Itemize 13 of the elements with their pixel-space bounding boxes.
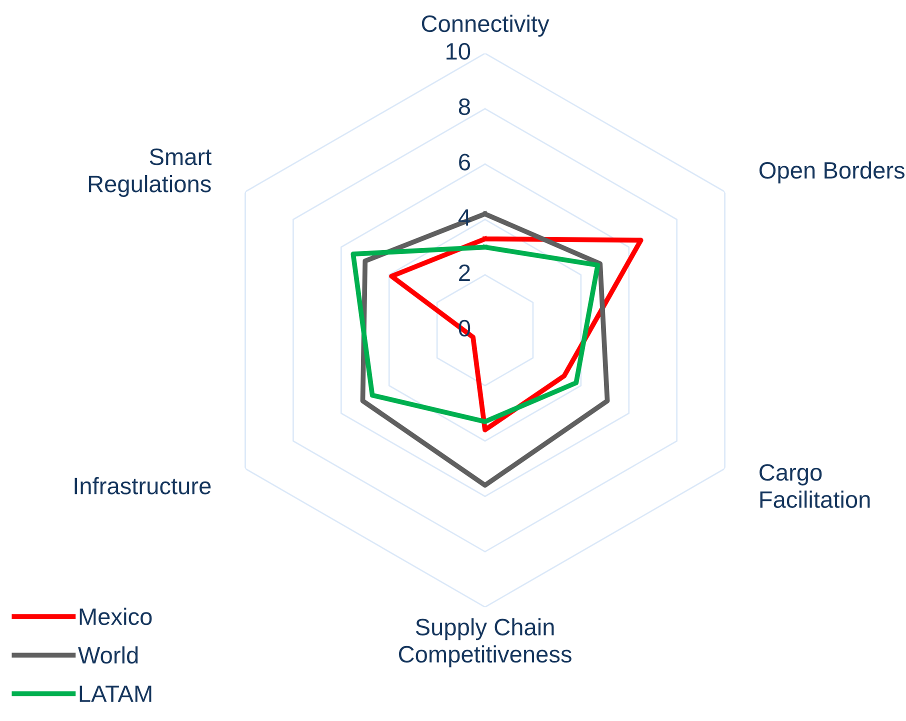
spoke-label: Smart Regulations (88, 148, 212, 197)
spoke-label: Infrastructure (74, 477, 211, 494)
legend-label: LATAM (80, 686, 152, 702)
y-tick-label: 2 (459, 264, 470, 281)
y-tick-label: 6 (459, 154, 470, 170)
y-tick-label: 10 (446, 42, 470, 60)
spoke-label: Open Borders (759, 161, 905, 184)
spoke-label: Cargo Facilitation (760, 464, 870, 508)
legend-label: Mexico (80, 608, 152, 626)
legend-label: World (78, 646, 138, 664)
y-tick-label: 8 (458, 98, 470, 116)
spoke-label: Connectivity (422, 14, 550, 37)
spoke-label: Supply Chain Competitiveness (398, 618, 572, 668)
